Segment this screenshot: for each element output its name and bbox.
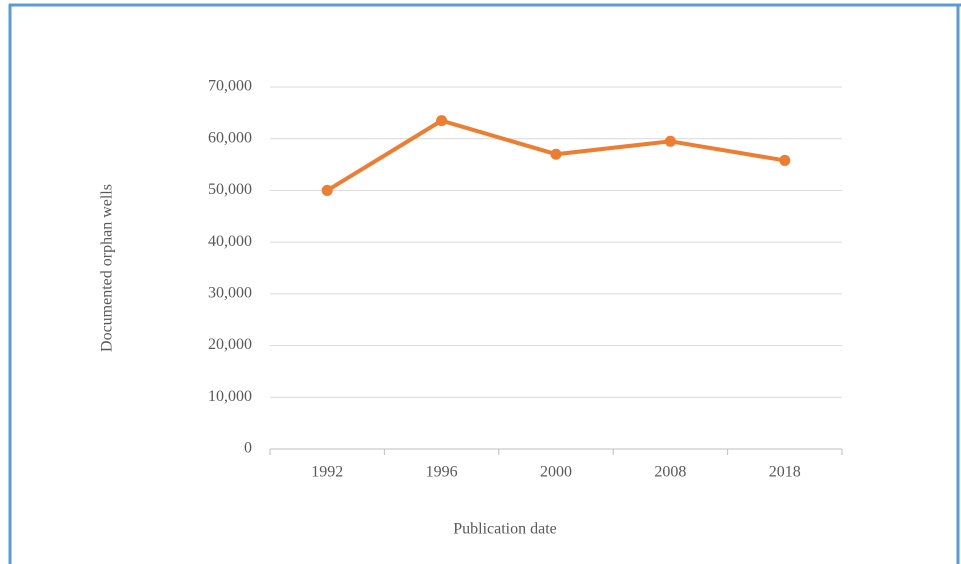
x-tick-label: 2000 [540, 464, 572, 481]
y-tick-label: 70,000 [208, 78, 252, 95]
x-tick-label: 1992 [311, 464, 343, 481]
y-tick-label: 60,000 [208, 129, 252, 146]
y-tick-label: 0 [244, 440, 252, 457]
y-tick-label: 40,000 [208, 233, 252, 250]
x-axis-title: Publication date [453, 521, 557, 538]
x-tick-label: 2018 [769, 464, 801, 481]
data-point [779, 154, 791, 166]
x-tick-label: 1996 [426, 464, 458, 481]
data-point [664, 135, 676, 147]
y-tick-label: 50,000 [208, 181, 252, 198]
y-axis-title: Documented orphan wells [99, 184, 116, 352]
y-tick-label: 30,000 [208, 285, 252, 302]
data-point [550, 148, 562, 160]
y-tick-label: 10,000 [208, 388, 252, 405]
data-point [436, 115, 448, 127]
y-tick-label: 20,000 [208, 336, 252, 353]
data-point [321, 184, 333, 196]
x-tick-label: 2008 [654, 464, 686, 481]
